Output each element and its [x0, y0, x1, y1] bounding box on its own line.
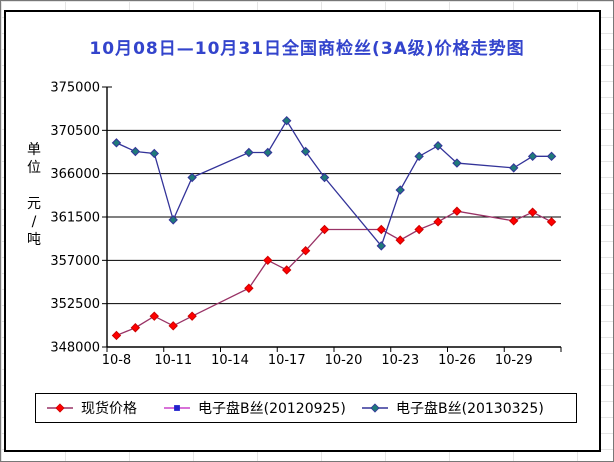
- data-point-marker: [244, 283, 254, 293]
- legend-item-contract-20130325: 电子盘B丝(20130325): [361, 394, 544, 422]
- data-point-marker: [319, 224, 330, 235]
- data-point-marker: [300, 146, 311, 157]
- data-point-marker: [452, 206, 462, 216]
- data-point-marker: [452, 158, 462, 168]
- x-tick-label: 10-8: [102, 353, 132, 368]
- data-point-marker: [395, 235, 405, 245]
- y-tick-label: 348000: [50, 341, 100, 356]
- series-line: [116, 119, 552, 248]
- y-tick-label: 357000: [50, 254, 100, 269]
- data-point-marker: [527, 207, 538, 217]
- y-tick-label: 366000: [50, 167, 100, 182]
- x-tick-label: 10-23: [381, 353, 419, 368]
- y-axis-title: 单位 元 / 吨: [27, 142, 41, 248]
- data-point-marker: [300, 245, 311, 256]
- data-point-marker: [263, 147, 273, 158]
- data-point-marker: [111, 138, 122, 148]
- chart-object-frame: [4, 10, 601, 452]
- data-point-marker: [376, 224, 386, 235]
- x-tick-label: 10-29: [495, 353, 533, 368]
- data-point-marker: [395, 185, 405, 195]
- x-tick-label: 10-26: [438, 353, 476, 368]
- contract-20130325-line-sample: [362, 403, 388, 413]
- data-point-marker: [546, 217, 557, 227]
- data-point-marker: [149, 311, 159, 321]
- data-point-marker: [376, 241, 386, 251]
- series-line: [116, 210, 552, 337]
- legend-item-contract-20120925: 电子盘B丝(20120925): [163, 394, 346, 422]
- data-point-marker: [244, 147, 254, 158]
- data-point-marker: [282, 265, 292, 275]
- data-point-marker: [149, 148, 159, 159]
- data-point-marker: [414, 151, 424, 162]
- data-point-marker: [168, 215, 178, 225]
- data-point-marker: [187, 311, 197, 321]
- data-point-marker: [130, 146, 141, 157]
- legend-label: 现货价格: [81, 401, 137, 417]
- data-point-marker: [187, 172, 197, 183]
- data-point-marker: [414, 224, 424, 235]
- data-point-marker: [433, 217, 443, 227]
- y-tick-label: 361500: [50, 211, 100, 226]
- data-point-marker: [509, 163, 519, 173]
- chart-legend: 现货价格 电子盘B丝(20120925) 电子盘B丝(20130325): [35, 393, 577, 423]
- contract-20120925-line-sample: [164, 405, 190, 411]
- data-point-marker: [319, 172, 330, 183]
- x-tick-label: 10-20: [325, 353, 363, 368]
- x-tick-label: 10-11: [154, 353, 192, 368]
- y-tick-label: 375000: [50, 81, 100, 96]
- y-tick-label: 352500: [50, 297, 100, 312]
- x-tick-label: 10-14: [211, 353, 249, 368]
- data-point-marker: [509, 216, 519, 226]
- data-point-marker: [282, 115, 292, 126]
- data-point-marker: [527, 151, 538, 162]
- data-point-marker: [263, 255, 273, 266]
- data-point-marker: [168, 321, 178, 331]
- legend-label: 电子盘B丝(20120925): [198, 401, 346, 417]
- spot-price-line-sample: [47, 403, 73, 413]
- chart-title: 10月08日—10月31日全国商检丝(3A级)价格走势图: [89, 39, 525, 59]
- legend-label: 电子盘B丝(20130325): [396, 401, 544, 417]
- x-tick-label: 10-17: [268, 353, 306, 368]
- data-point-marker: [130, 323, 141, 333]
- y-tick-label: 370500: [50, 124, 100, 139]
- data-point-marker: [546, 151, 557, 162]
- data-point-marker: [111, 330, 122, 341]
- legend-item-spot-price: 现货价格: [46, 394, 137, 422]
- data-point-marker: [433, 141, 443, 151]
